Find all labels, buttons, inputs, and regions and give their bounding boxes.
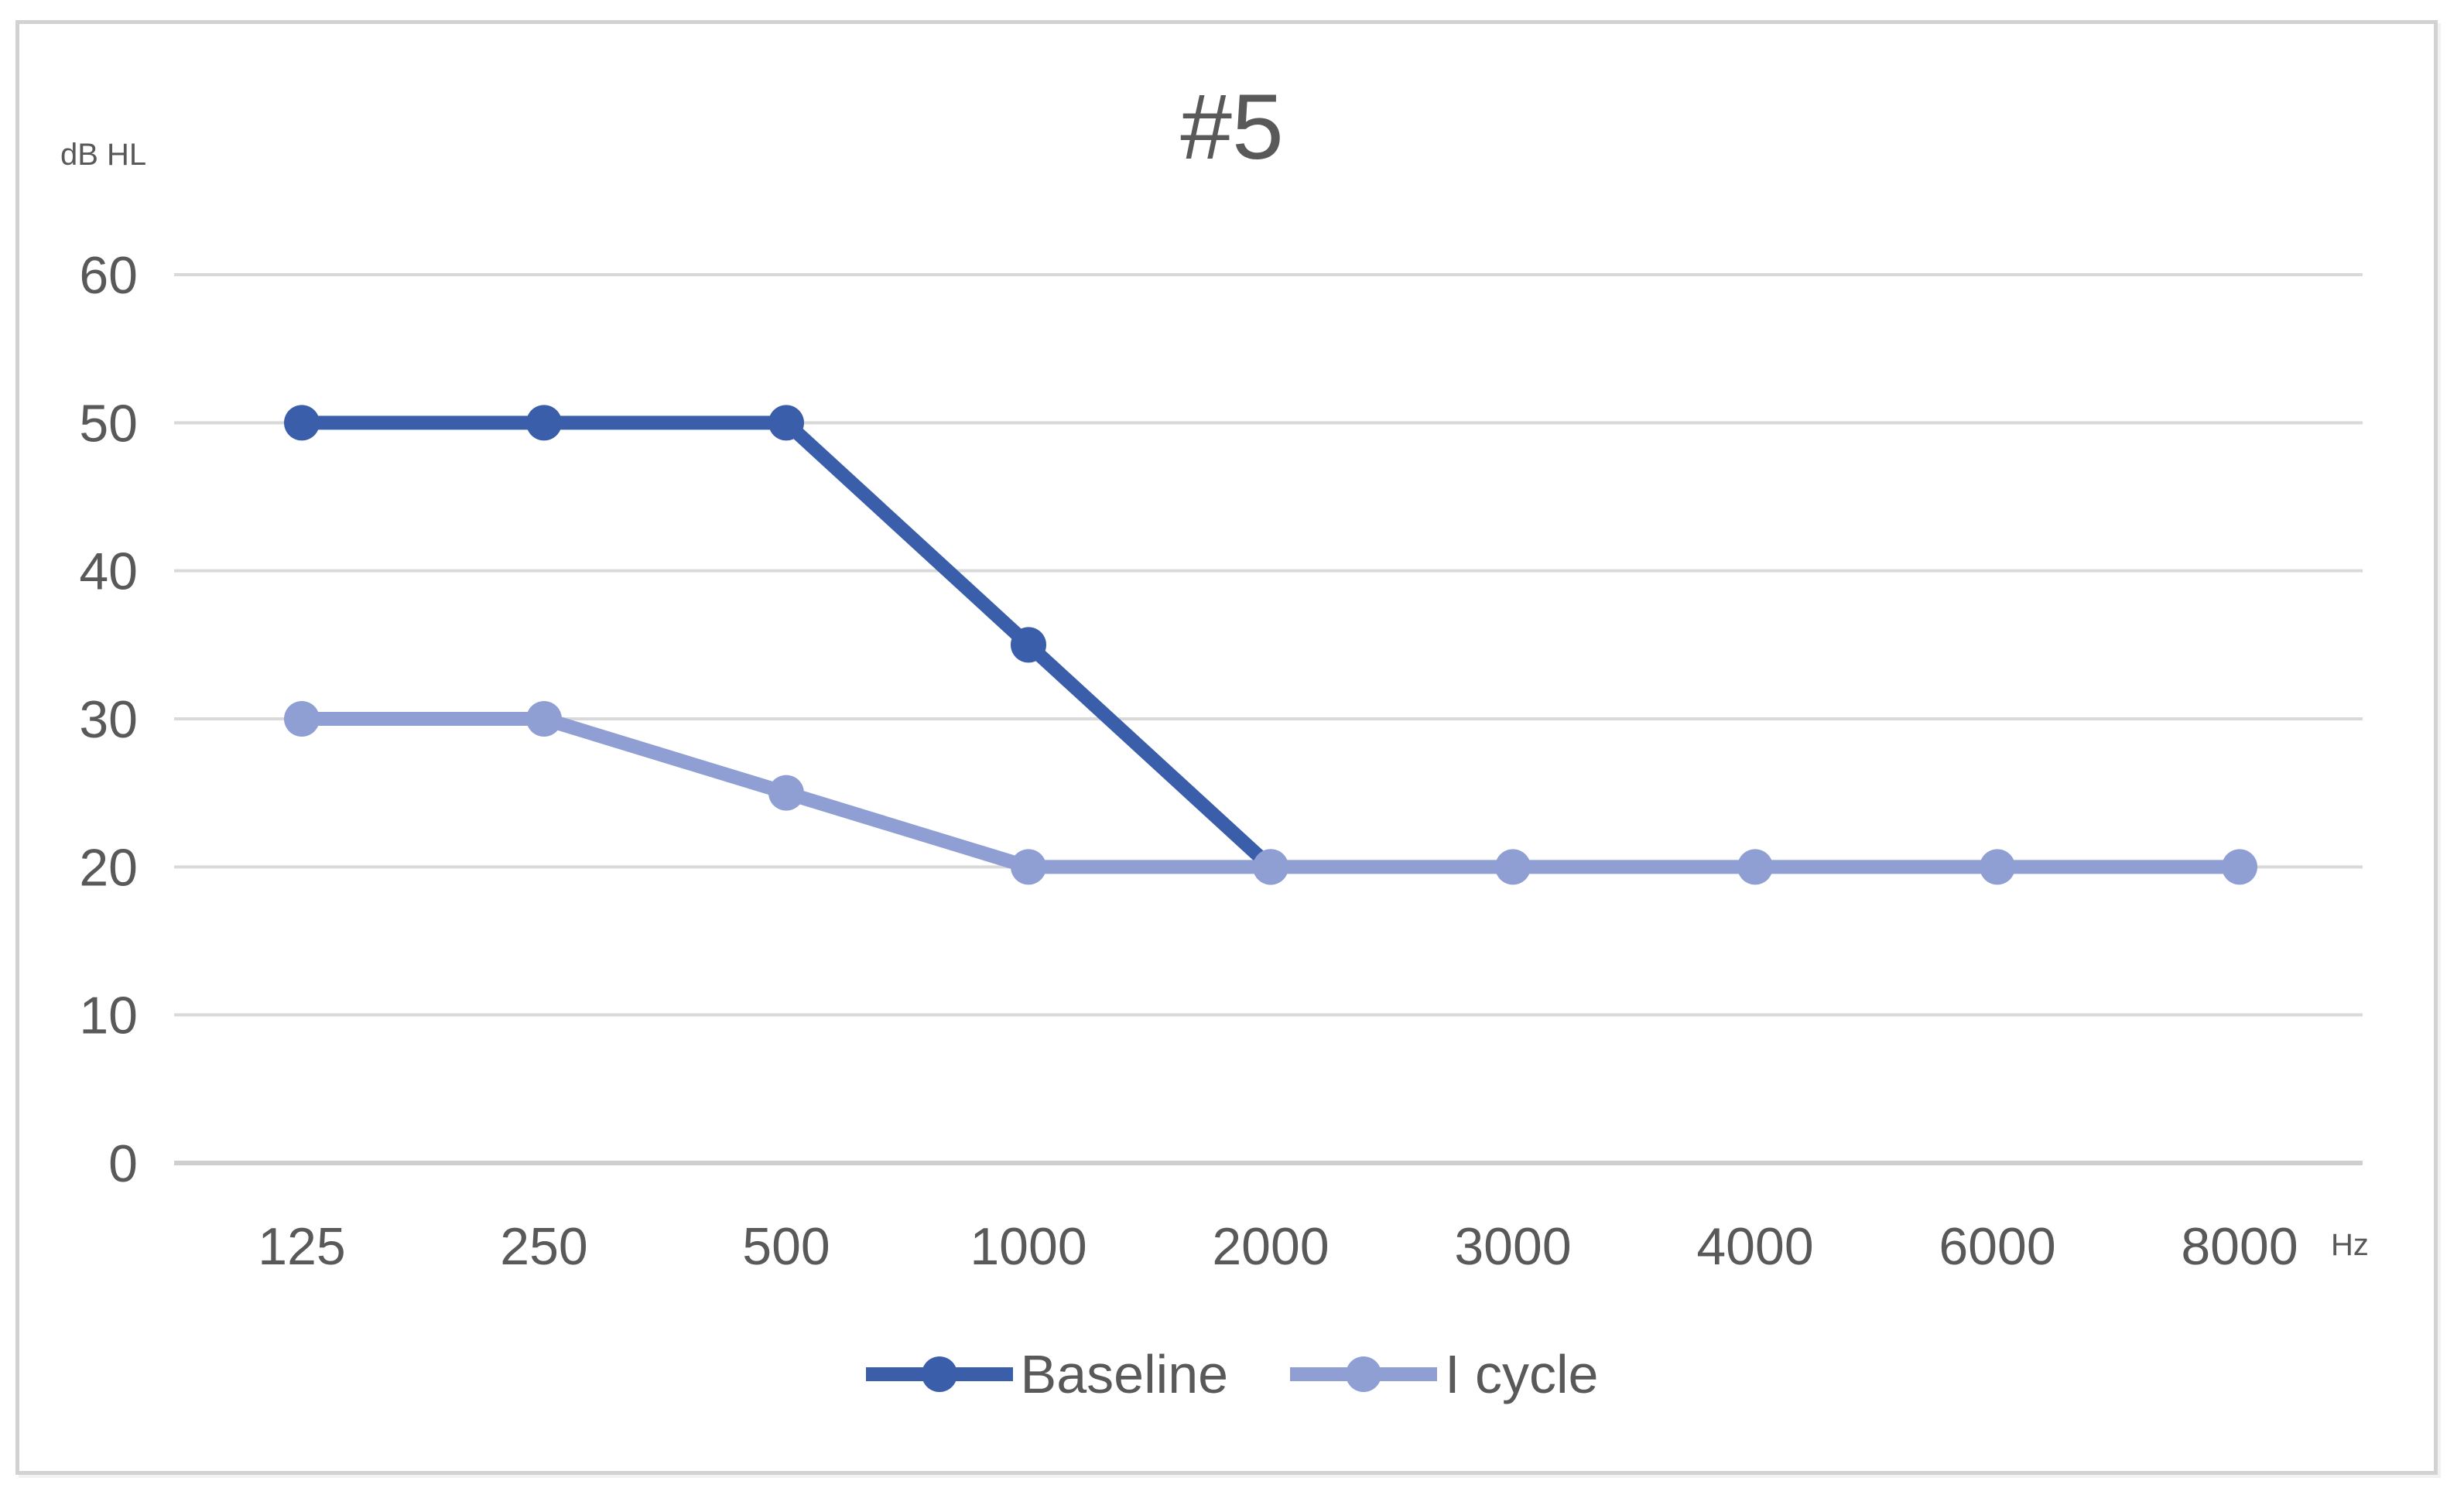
data-point-marker-i-cycle (1253, 849, 1288, 885)
y-tick-label: 50 (79, 394, 138, 453)
x-tick-label: 1000 (970, 1217, 1087, 1276)
y-tick-label: 60 (79, 246, 138, 305)
data-point-marker-i-cycle (2222, 849, 2257, 885)
data-point-marker-i-cycle (284, 701, 320, 737)
x-tick-label: 6000 (1939, 1217, 2055, 1276)
data-point-marker-baseline (526, 405, 562, 441)
data-point-marker-i-cycle (1737, 849, 1773, 885)
legend-item-i-cycle: I cycle (1290, 1343, 1598, 1405)
x-axis-unit-label: Hz (2331, 1228, 2369, 1262)
data-point-marker-baseline (284, 405, 320, 441)
data-point-marker-i-cycle (526, 701, 562, 737)
x-tick-label: 8000 (2181, 1217, 2298, 1276)
y-tick-label: 30 (79, 690, 138, 749)
legend-label-i-cycle: I cycle (1445, 1344, 1599, 1404)
series-line-i-cycle (295, 712, 2247, 874)
y-tick-label: 0 (108, 1134, 138, 1193)
legend-label-baseline: Baseline (1020, 1344, 1229, 1404)
y-axis-unit-label: dB HL (60, 138, 147, 172)
data-point-marker-i-cycle (1980, 849, 2015, 885)
data-point-marker-i-cycle (1495, 849, 1531, 885)
data-point-marker-baseline (1011, 627, 1046, 663)
chart-frame (15, 20, 2438, 1475)
data-point-marker-baseline (768, 405, 804, 441)
x-tick-label: 2000 (1212, 1217, 1329, 1276)
y-tick-label: 20 (79, 838, 138, 897)
legend-item-baseline: Baseline (865, 1343, 1229, 1405)
chart-legend: Baseline I cycle (0, 1343, 2464, 1405)
data-point-marker-i-cycle (768, 775, 804, 811)
x-tick-label: 500 (742, 1217, 830, 1276)
x-tick-label: 250 (500, 1217, 587, 1276)
y-tick-label: 40 (79, 542, 138, 601)
data-point-marker-i-cycle (1011, 849, 1046, 885)
x-tick-label: 4000 (1696, 1217, 1813, 1276)
x-tick-label: 3000 (1454, 1217, 1571, 1276)
baseline-series-swatch-icon (865, 1356, 1013, 1392)
x-tick-label: 125 (258, 1217, 345, 1276)
chart-title: #5 (1180, 75, 1284, 179)
i-cycle-series-swatch-icon (1290, 1356, 1438, 1392)
y-tick-label: 10 (79, 987, 138, 1045)
